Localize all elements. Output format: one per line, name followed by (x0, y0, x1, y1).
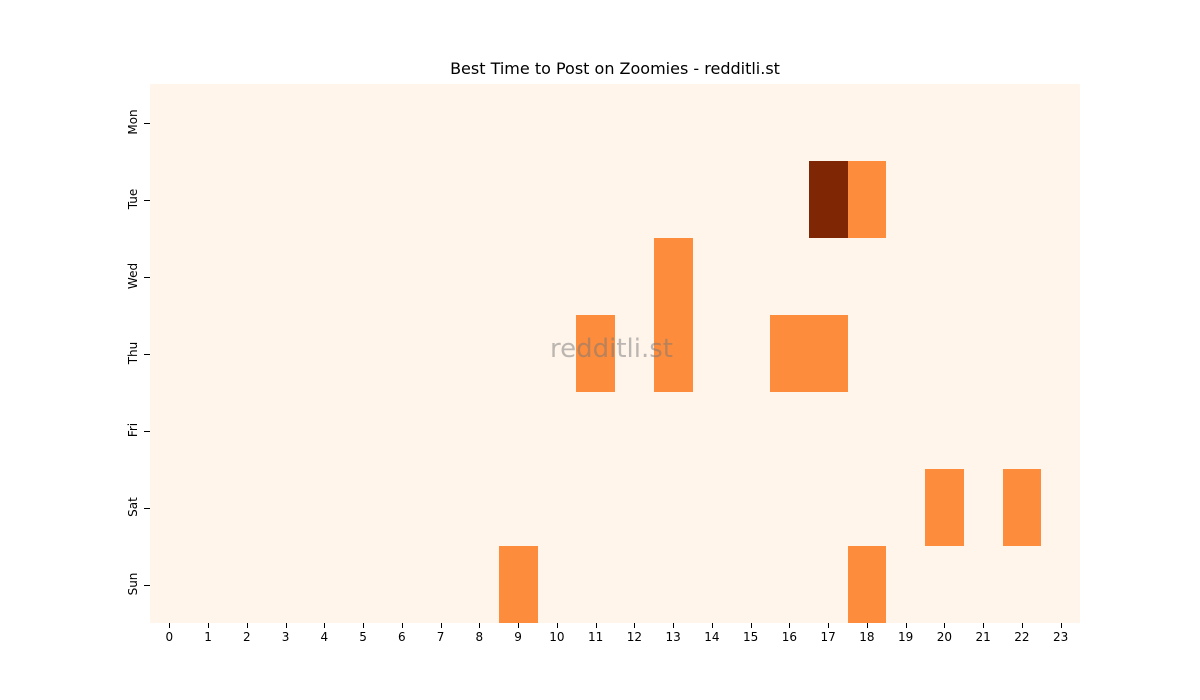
x-tick-label: 6 (398, 630, 406, 644)
x-tick (634, 623, 635, 628)
y-tick-label: Mon (126, 108, 140, 135)
x-tick (402, 623, 403, 628)
y-tick (144, 354, 150, 355)
heatmap-cell (808, 161, 848, 238)
heatmap-cell (925, 469, 964, 546)
y-tick (144, 508, 150, 509)
x-tick (1061, 623, 1062, 628)
x-tick (1022, 623, 1023, 628)
x-tick (479, 623, 480, 628)
heatmap-cell (1002, 469, 1042, 546)
heatmap-plot-area (150, 84, 1080, 623)
y-tick-label: Sun (126, 572, 140, 595)
y-tick (144, 431, 150, 432)
y-tick-label: Fri (126, 422, 140, 437)
x-tick-label: 5 (359, 630, 367, 644)
x-tick-label: 2 (243, 630, 251, 644)
chart-title: Best Time to Post on Zoomies - redditli.… (450, 59, 780, 78)
heatmap-cell (770, 315, 809, 392)
heatmap-cell (576, 315, 615, 392)
x-tick (983, 623, 984, 628)
x-tick-label: 7 (436, 630, 445, 644)
y-tick (144, 277, 150, 278)
x-tick (441, 623, 442, 628)
heatmap-cell (847, 546, 887, 623)
x-tick (867, 623, 868, 628)
x-tick (673, 623, 674, 628)
x-tick (247, 623, 248, 628)
x-tick-label: 21 (975, 630, 991, 644)
x-tick-label: 11 (587, 630, 604, 644)
x-tick (286, 623, 287, 628)
y-tick (144, 123, 150, 124)
heatmap-cell (498, 546, 538, 623)
x-tick-label: 4 (320, 630, 329, 644)
x-tick-label: 3 (281, 630, 290, 644)
x-tick (712, 623, 713, 628)
x-tick-label: 16 (781, 630, 798, 644)
x-tick (169, 623, 170, 628)
x-tick-label: 1 (204, 630, 212, 644)
x-tick (557, 623, 558, 628)
x-tick (208, 623, 209, 628)
watermark: redditli.st (550, 334, 673, 364)
x-tick-label: 13 (665, 630, 681, 644)
x-tick-label: 19 (897, 630, 914, 644)
x-tick-label: 12 (626, 630, 643, 644)
x-tick-label: 20 (936, 630, 953, 644)
x-tick (518, 623, 519, 628)
x-tick-label: 9 (514, 630, 522, 644)
y-tick (144, 585, 150, 586)
x-tick (751, 623, 752, 628)
heatmap-cell (653, 315, 693, 392)
heatmap-cell (847, 161, 887, 238)
x-tick (596, 623, 597, 628)
x-tick-label: 18 (859, 630, 875, 644)
heatmap-cell (653, 238, 693, 315)
y-tick-label: Thu (126, 341, 140, 364)
x-tick-label: 17 (820, 630, 836, 644)
x-tick (906, 623, 907, 628)
x-tick-label: 10 (549, 630, 565, 644)
x-tick-label: 0 (165, 630, 174, 644)
y-tick-label: Wed (126, 262, 140, 289)
y-tick-label: Sat (126, 496, 140, 517)
x-tick-label: 14 (704, 630, 720, 644)
x-tick-label: 22 (1014, 630, 1030, 644)
x-tick (828, 623, 829, 628)
x-tick-label: 23 (1052, 630, 1069, 644)
heatmap-cell (808, 315, 848, 392)
x-tick (324, 623, 325, 628)
x-tick-label: 8 (475, 630, 484, 644)
x-tick (789, 623, 790, 628)
x-tick (944, 623, 945, 628)
y-tick (144, 200, 150, 201)
y-tick-label: Tue (126, 188, 140, 209)
x-tick (363, 623, 364, 628)
x-tick-label: 15 (742, 630, 759, 644)
